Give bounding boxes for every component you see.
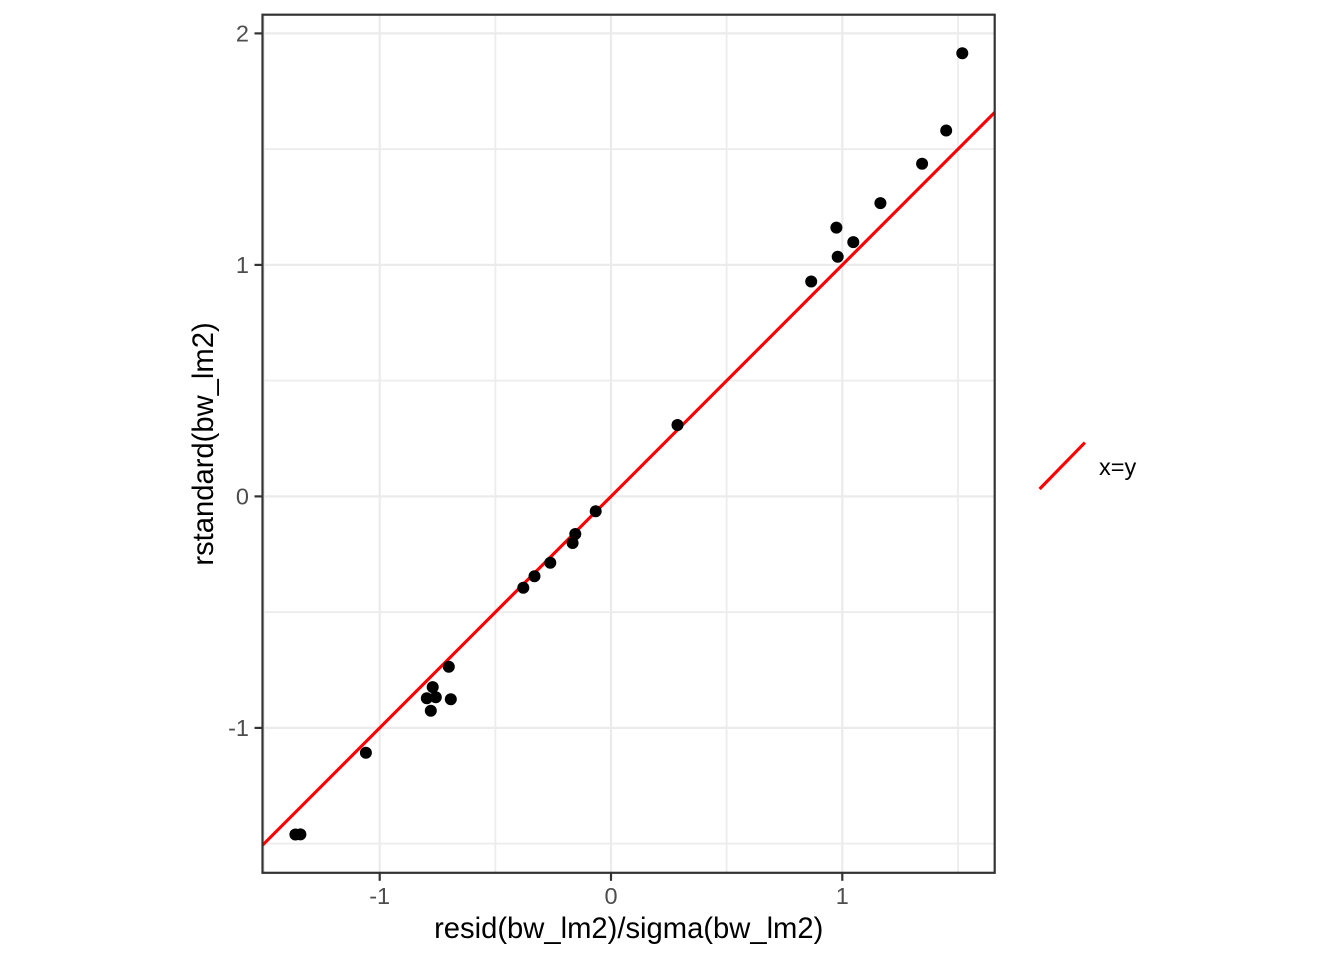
svg-text:-1: -1: [369, 883, 390, 909]
svg-text:x=y: x=y: [1099, 454, 1136, 480]
svg-text:rstandard(bw_lm2): rstandard(bw_lm2): [188, 322, 220, 565]
svg-text:0: 0: [604, 883, 617, 909]
svg-text:1: 1: [836, 883, 849, 909]
svg-text:1: 1: [236, 252, 249, 278]
svg-text:0: 0: [236, 483, 249, 509]
svg-text:resid(bw_lm2)/sigma(bw_lm2): resid(bw_lm2)/sigma(bw_lm2): [434, 913, 823, 945]
svg-text:2: 2: [236, 20, 249, 46]
svg-text:-1: -1: [228, 715, 249, 741]
